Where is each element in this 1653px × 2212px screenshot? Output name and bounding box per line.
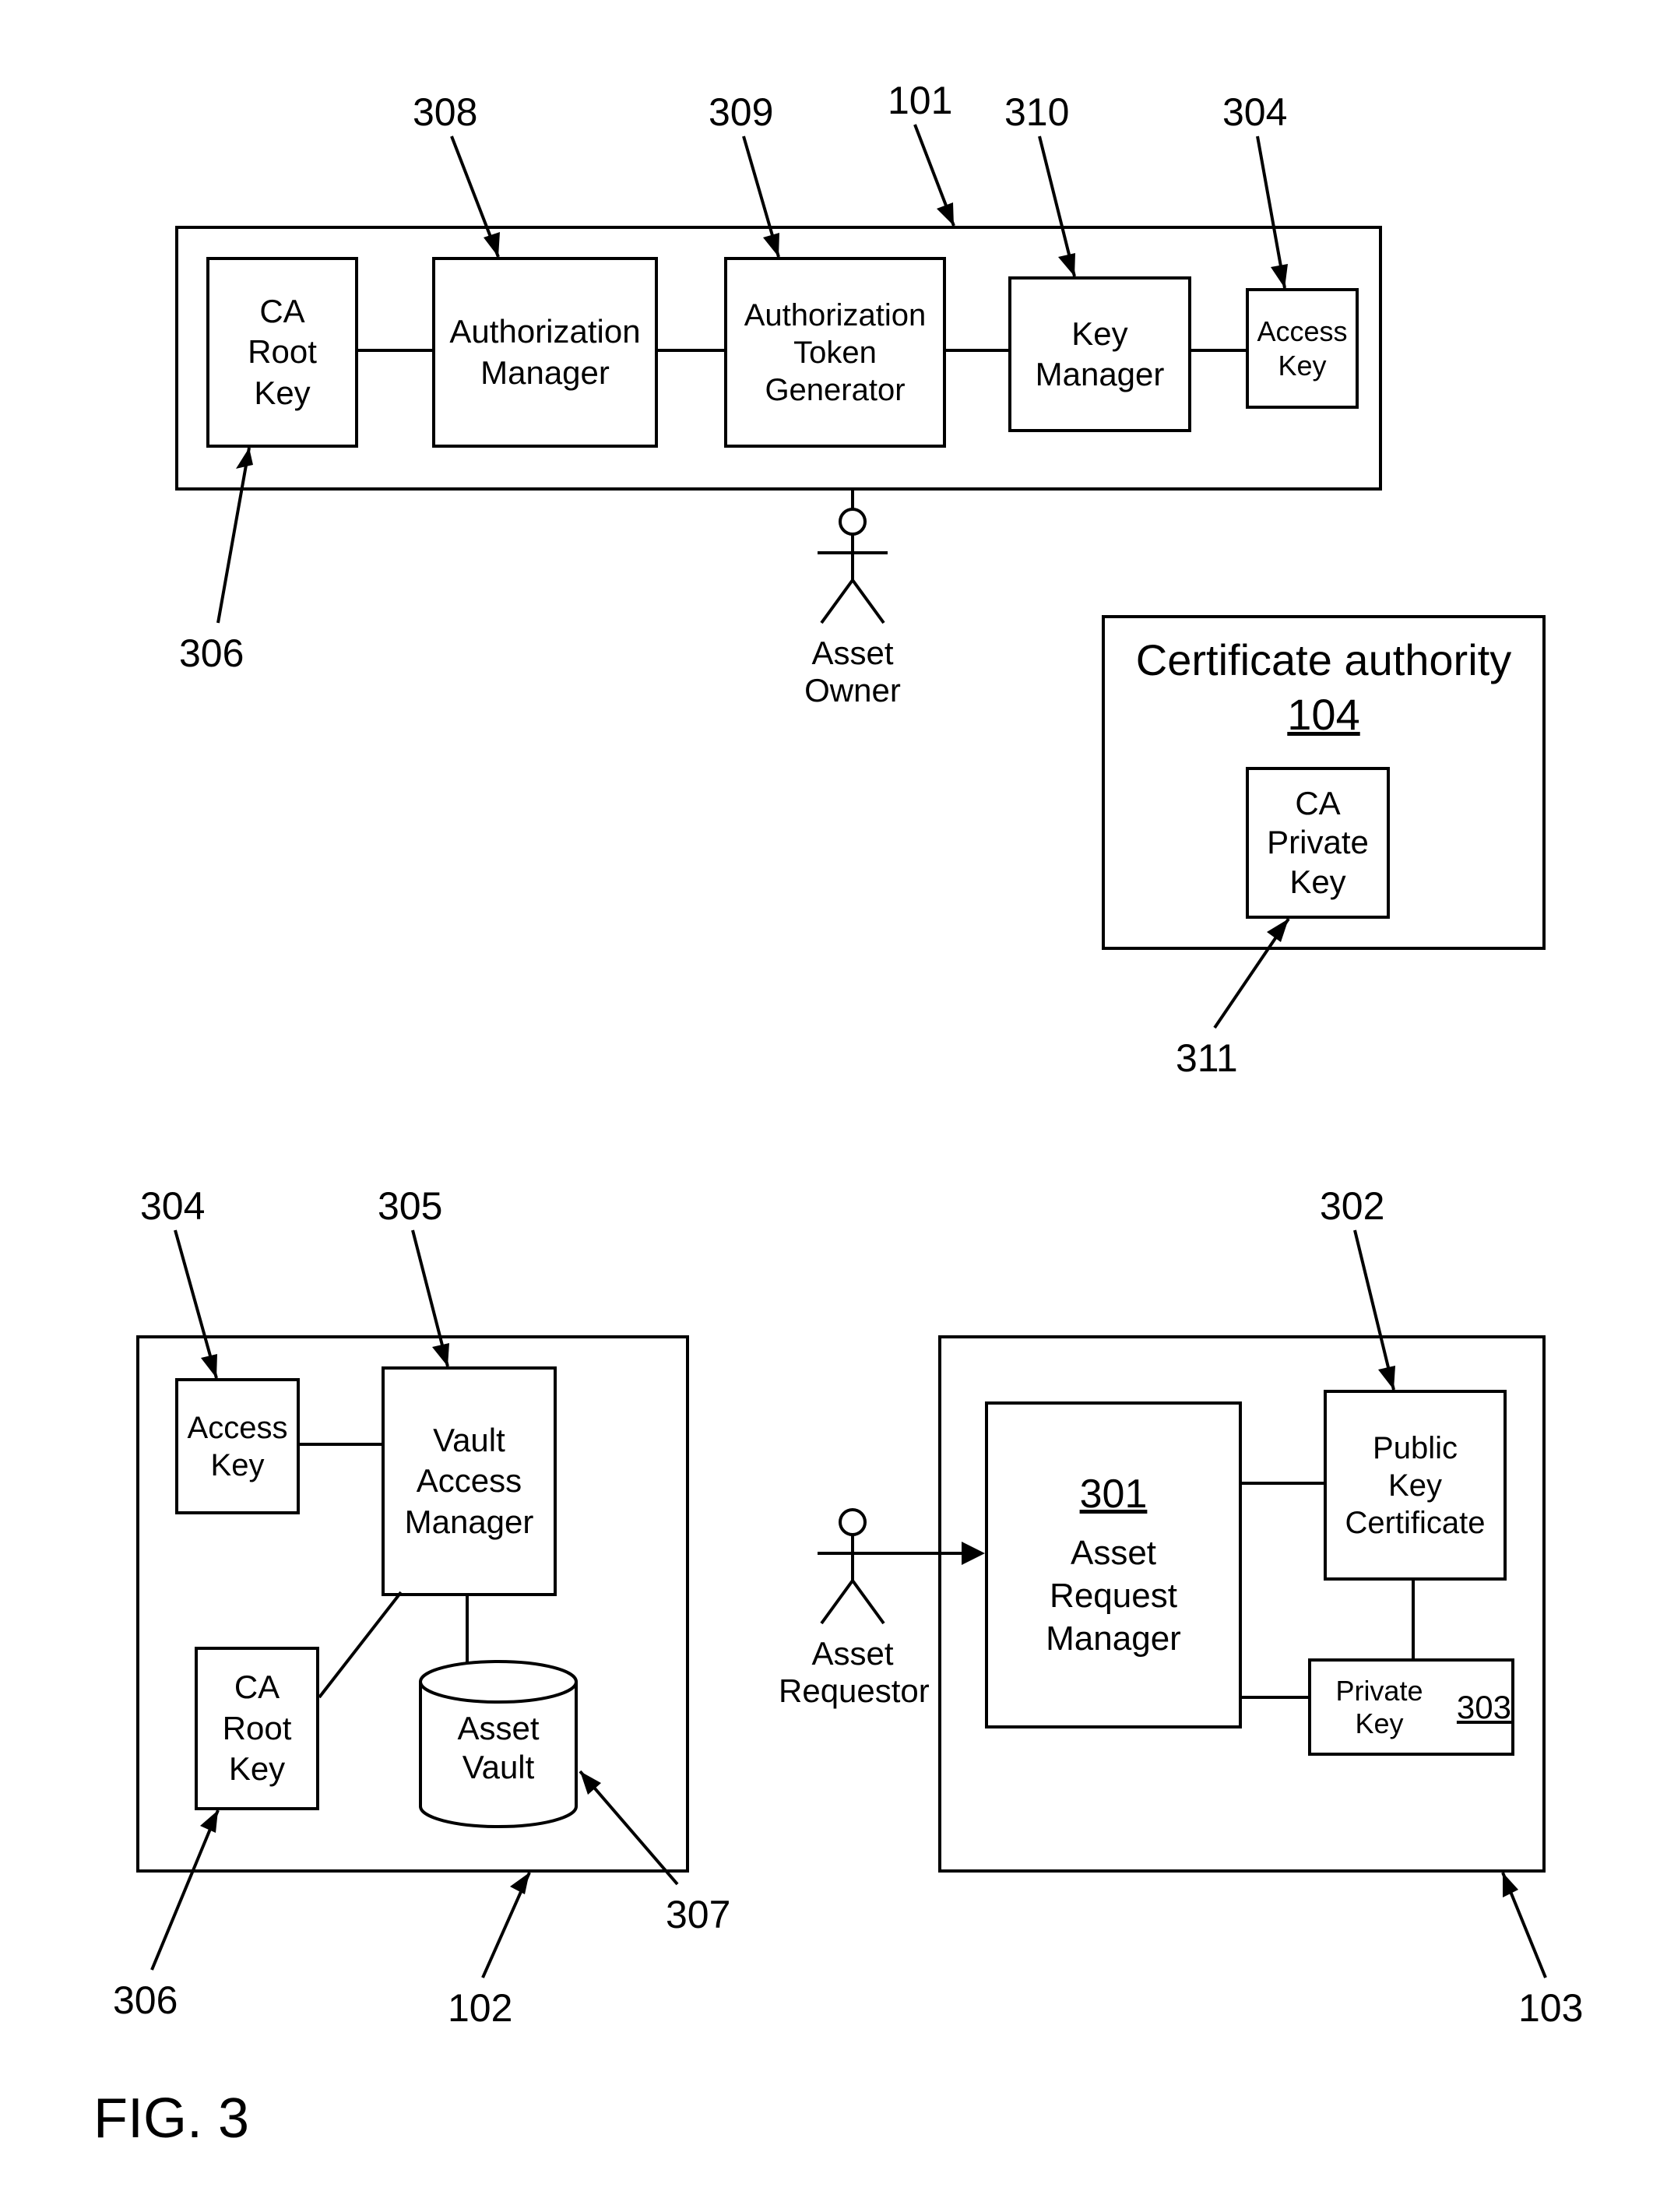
arm-ref-inline: 301 bbox=[1080, 1471, 1148, 1517]
label-auth-token-generator: Authorization Token Generator bbox=[744, 297, 926, 409]
ref-310: 310 bbox=[1004, 90, 1069, 135]
box-asset-request-manager: 301 Asset Request Manager bbox=[985, 1401, 1242, 1728]
cert-auth-ref: 104 bbox=[1102, 689, 1546, 740]
box-ca-root-key-vault: CA Root Key bbox=[195, 1647, 319, 1810]
box-access-key-vault: Access Key bbox=[175, 1378, 300, 1514]
asset-requestor-label: Asset Requestor bbox=[779, 1635, 927, 1711]
asset-owner-actor bbox=[806, 506, 899, 646]
label-key-manager: Key Manager bbox=[1036, 314, 1165, 396]
label-ca-private-key: CA Private Key bbox=[1267, 784, 1369, 902]
label-asset-vault: Asset Vault bbox=[436, 1709, 561, 1788]
ref-309: 309 bbox=[709, 90, 773, 135]
ref-308: 308 bbox=[413, 90, 477, 135]
figure-label: FIG. 3 bbox=[93, 2087, 249, 2150]
box-vault-access-manager: Vault Access Manager bbox=[382, 1366, 557, 1596]
label-public-key-certificate: Public Key Certificate bbox=[1345, 1430, 1485, 1542]
label-auth-manager: Authorization Manager bbox=[449, 311, 640, 393]
box-private-key: Private Key 303 bbox=[1308, 1658, 1514, 1756]
ref-304-vault: 304 bbox=[140, 1183, 205, 1229]
stick-figure-icon bbox=[806, 1507, 899, 1647]
box-auth-manager: Authorization Manager bbox=[432, 257, 658, 448]
box-ca-private-key: CA Private Key bbox=[1246, 767, 1390, 919]
label-vault-access-manager: Vault Access Manager bbox=[405, 1420, 534, 1543]
asset-requestor-actor bbox=[806, 1507, 899, 1647]
box-public-key-certificate: Public Key Certificate bbox=[1324, 1390, 1507, 1581]
ref-101: 101 bbox=[888, 78, 952, 123]
label-private-key: Private Key bbox=[1311, 1675, 1447, 1740]
ref-302: 302 bbox=[1320, 1183, 1384, 1229]
arm-label: Asset Request Manager bbox=[1046, 1532, 1181, 1660]
label-access-key-vault: Access Key bbox=[188, 1409, 288, 1484]
box-auth-token-generator: Authorization Token Generator bbox=[724, 257, 946, 448]
asset-owner-label: Asset Owner bbox=[802, 635, 903, 710]
ref-304-top: 304 bbox=[1222, 90, 1287, 135]
box-ca-root-key-top: CA Root Key bbox=[206, 257, 358, 448]
diagram-canvas: CA Root Key Authorization Manager Author… bbox=[0, 0, 1653, 2212]
box-access-key-top: Access Key bbox=[1246, 288, 1359, 409]
label-ca-root-key-top: CA Root Key bbox=[248, 291, 317, 414]
ref-305: 305 bbox=[378, 1183, 442, 1229]
ref-102: 102 bbox=[448, 1985, 512, 2031]
label-ca-root-key-vault: CA Root Key bbox=[223, 1667, 292, 1790]
box-key-manager: Key Manager bbox=[1008, 276, 1191, 432]
ref-307: 307 bbox=[666, 1892, 730, 1937]
ref-103: 103 bbox=[1518, 1985, 1583, 2031]
ref-306-vault: 306 bbox=[113, 1978, 178, 2023]
ref-306-top: 306 bbox=[179, 631, 244, 676]
label-access-key-top: Access Key bbox=[1257, 315, 1347, 382]
ref-311: 311 bbox=[1176, 1036, 1238, 1081]
cert-auth-title: Certificate authority bbox=[1102, 635, 1546, 685]
ref-303-inline: 303 bbox=[1457, 1689, 1511, 1726]
stick-figure-icon bbox=[806, 506, 899, 646]
